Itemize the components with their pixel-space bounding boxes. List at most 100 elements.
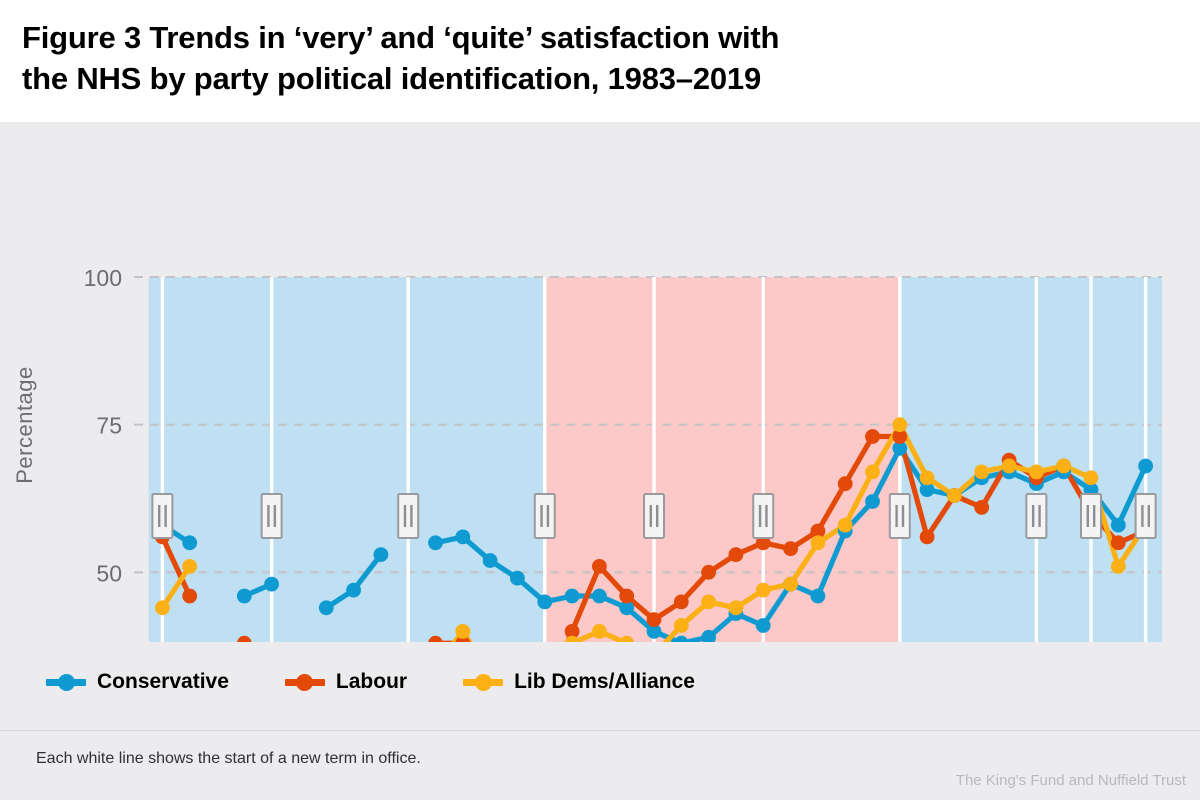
election-marker-box bbox=[1025, 493, 1048, 539]
data-point bbox=[701, 564, 716, 580]
y-tick-label: 50 bbox=[96, 560, 122, 586]
data-point bbox=[783, 541, 798, 557]
data-point bbox=[919, 470, 935, 486]
chart-body: 2550751001985199019952000200520102015 Pe… bbox=[0, 122, 1200, 800]
data-point bbox=[755, 582, 771, 598]
data-point bbox=[892, 429, 908, 444]
election-marker-1987[interactable] bbox=[260, 493, 283, 539]
data-point bbox=[701, 629, 716, 642]
data-point bbox=[892, 440, 908, 456]
data-point bbox=[236, 635, 252, 642]
election-marker-box bbox=[1079, 493, 1102, 539]
data-point bbox=[755, 535, 771, 551]
data-point bbox=[892, 417, 908, 433]
data-point bbox=[810, 523, 826, 539]
chart-svg: 2550751001985199019952000200520102015 bbox=[84, 265, 1162, 642]
data-point bbox=[1056, 458, 1072, 474]
legend-label: Conservative bbox=[97, 670, 229, 693]
title-area: Figure 3 Trends in ‘very’ and ‘quite’ sa… bbox=[0, 0, 1200, 122]
election-marker-2005[interactable] bbox=[752, 493, 775, 539]
data-point bbox=[783, 576, 798, 592]
data-point bbox=[673, 635, 689, 642]
data-point bbox=[619, 600, 635, 616]
data-point bbox=[810, 588, 826, 604]
data-point bbox=[510, 570, 525, 586]
data-point bbox=[537, 594, 553, 610]
election-marker-2010[interactable] bbox=[888, 493, 911, 539]
data-point bbox=[564, 588, 580, 604]
election-marker-box bbox=[533, 493, 556, 539]
legend-label: Labour bbox=[335, 670, 408, 693]
data-point bbox=[455, 624, 471, 639]
data-point bbox=[1083, 470, 1099, 486]
data-point bbox=[947, 488, 962, 503]
election-marker-box bbox=[752, 493, 775, 539]
data-point bbox=[619, 588, 635, 604]
election-marker-2001[interactable] bbox=[643, 493, 665, 539]
data-point bbox=[482, 553, 498, 568]
data-point bbox=[455, 529, 471, 545]
government-band-labour bbox=[544, 277, 900, 642]
legend-item-lib-dems[interactable]: Lib Dems/Alliance bbox=[463, 670, 695, 694]
data-point bbox=[428, 535, 443, 551]
data-point bbox=[182, 535, 198, 551]
election-marker-2017[interactable] bbox=[1079, 493, 1102, 539]
election-marker-box bbox=[151, 493, 174, 539]
data-point bbox=[564, 624, 580, 639]
data-point bbox=[919, 482, 935, 497]
series-line bbox=[159, 534, 193, 599]
data-point bbox=[865, 464, 880, 480]
data-point bbox=[1029, 464, 1044, 480]
election-marker-2015[interactable] bbox=[1025, 493, 1048, 539]
y-tick-label: 75 bbox=[96, 413, 122, 439]
data-point bbox=[236, 588, 252, 604]
footer-divider bbox=[0, 730, 1200, 731]
data-point bbox=[182, 588, 198, 604]
election-marker-2019[interactable] bbox=[1134, 493, 1157, 539]
data-point bbox=[974, 500, 990, 515]
legend-marker-icon bbox=[463, 673, 504, 691]
data-point bbox=[673, 594, 689, 610]
data-point bbox=[373, 547, 389, 562]
data-point bbox=[182, 559, 198, 574]
election-marker-1983[interactable] bbox=[151, 493, 174, 539]
legend-item-conservative[interactable]: Conservative bbox=[46, 670, 229, 694]
data-point bbox=[728, 547, 744, 562]
data-point bbox=[264, 576, 279, 592]
data-point bbox=[701, 594, 716, 610]
data-point bbox=[1110, 559, 1126, 574]
data-point bbox=[865, 429, 880, 444]
government-band-conservative bbox=[899, 277, 1162, 642]
data-point bbox=[346, 582, 361, 598]
series-points-lib-dems-alliance bbox=[155, 417, 1153, 642]
data-point bbox=[428, 635, 443, 642]
election-marker-box bbox=[888, 493, 911, 539]
election-marker-box bbox=[1134, 493, 1157, 539]
election-marker-1997[interactable] bbox=[533, 493, 556, 539]
data-point bbox=[728, 600, 744, 616]
data-point bbox=[619, 635, 635, 642]
data-point bbox=[919, 529, 935, 545]
data-point bbox=[837, 476, 853, 492]
data-point bbox=[592, 624, 607, 639]
legend-marker-icon bbox=[46, 673, 86, 691]
plot-area: 2550751001985199019952000200520102015 Pe… bbox=[0, 122, 1200, 642]
election-marker-box bbox=[260, 493, 283, 539]
data-point bbox=[646, 612, 662, 627]
legend-label: Lib Dems/Alliance bbox=[514, 670, 695, 693]
y-axis-title: Percentage bbox=[12, 366, 37, 484]
election-marker-1992[interactable] bbox=[397, 493, 420, 539]
data-point bbox=[837, 517, 853, 533]
legend-item-labour[interactable]: Labour bbox=[284, 670, 408, 694]
government-band-conservative bbox=[148, 277, 545, 642]
series-line bbox=[159, 563, 193, 611]
data-point bbox=[318, 600, 334, 616]
data-point bbox=[1110, 517, 1126, 533]
data-point bbox=[155, 600, 170, 616]
election-marker-box bbox=[397, 493, 420, 539]
data-point bbox=[865, 494, 880, 509]
election-marker-box bbox=[643, 493, 665, 539]
footnote: Each white line shows the start of a new… bbox=[36, 750, 421, 767]
data-point bbox=[673, 618, 689, 633]
legend: Conservative Labour Lib Dems/Alliance bbox=[46, 670, 695, 694]
